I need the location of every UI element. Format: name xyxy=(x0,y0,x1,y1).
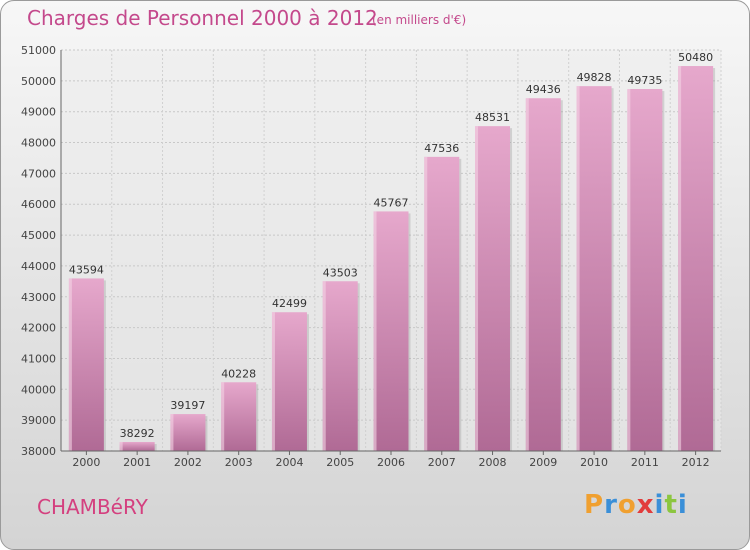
logo-letter: x xyxy=(636,490,655,520)
bar-highlight xyxy=(68,278,72,451)
x-tick-label: 2004 xyxy=(275,456,303,469)
bar xyxy=(271,312,307,451)
x-tick-label: 2011 xyxy=(631,456,659,469)
chart-title: Charges de Personnel 2000 à 2012 xyxy=(27,6,378,30)
x-tick-label: 2008 xyxy=(479,456,507,469)
logo-letter: i xyxy=(677,490,688,520)
bar-highlight xyxy=(271,312,275,451)
bar xyxy=(576,86,612,451)
x-tick-label: 2002 xyxy=(174,456,202,469)
y-tick-label: 39000 xyxy=(21,414,56,427)
logo-letter: P xyxy=(584,490,605,520)
x-tick-label: 2010 xyxy=(580,456,608,469)
x-tick-label: 2003 xyxy=(225,456,253,469)
data-label: 43594 xyxy=(69,263,104,276)
data-label: 49735 xyxy=(627,74,662,87)
x-tick-label: 2007 xyxy=(428,456,456,469)
y-tick-label: 45000 xyxy=(21,229,56,242)
data-label: 39197 xyxy=(170,399,205,412)
data-label: 49436 xyxy=(526,83,561,96)
bar-highlight xyxy=(119,441,123,451)
bar xyxy=(525,98,561,452)
bar-highlight xyxy=(373,211,377,451)
y-tick-label: 50000 xyxy=(21,75,56,88)
x-tick-label: 2000 xyxy=(72,456,100,469)
x-tick-label: 2009 xyxy=(529,456,557,469)
data-label: 38292 xyxy=(120,427,155,440)
x-tick-label: 2012 xyxy=(682,456,710,469)
bar xyxy=(424,156,460,451)
y-tick-label: 43000 xyxy=(21,291,56,304)
bar xyxy=(68,278,104,451)
y-tick-label: 44000 xyxy=(21,260,56,273)
bar-highlight xyxy=(221,382,225,451)
logo-letter: r xyxy=(604,490,618,520)
bar-highlight xyxy=(576,86,580,451)
data-label: 40228 xyxy=(221,367,256,380)
proxiti-logo[interactable]: Proxiti xyxy=(584,490,688,520)
y-tick-label: 46000 xyxy=(21,198,56,211)
y-tick-label: 42000 xyxy=(21,322,56,335)
logo-letter: i xyxy=(654,490,665,520)
bar xyxy=(221,382,257,451)
bar xyxy=(322,281,358,451)
x-tick-label: 2001 xyxy=(123,456,151,469)
logo-letter: o xyxy=(617,490,637,520)
bar-highlight xyxy=(678,66,682,451)
data-label: 47536 xyxy=(424,142,459,155)
y-tick-label: 41000 xyxy=(21,352,56,365)
data-label: 42499 xyxy=(272,297,307,310)
data-label: 50480 xyxy=(678,51,713,64)
y-tick-label: 40000 xyxy=(21,383,56,396)
data-label: 48531 xyxy=(475,111,510,124)
bar-highlight xyxy=(627,89,631,451)
bar-highlight xyxy=(322,281,326,451)
y-tick-label: 51000 xyxy=(21,44,56,57)
logo-letter: t xyxy=(664,490,678,520)
data-label: 49828 xyxy=(577,71,612,84)
bar xyxy=(170,414,206,451)
bar-highlight xyxy=(525,98,529,452)
data-label: 43503 xyxy=(323,266,358,279)
bar-highlight xyxy=(475,126,479,452)
y-tick-label: 38000 xyxy=(21,445,56,458)
bar xyxy=(119,441,155,451)
y-tick-label: 49000 xyxy=(21,106,56,119)
bar xyxy=(678,66,714,451)
x-tick-label: 2006 xyxy=(377,456,405,469)
bar xyxy=(373,211,409,451)
bar xyxy=(475,126,511,452)
y-tick-label: 47000 xyxy=(21,167,56,180)
bar-highlight xyxy=(424,156,428,451)
x-tick-label: 2005 xyxy=(326,456,354,469)
chart-subtitle: (en milliers d'€) xyxy=(372,13,467,27)
y-tick-label: 48000 xyxy=(21,137,56,150)
bar xyxy=(627,89,663,451)
bar-highlight xyxy=(170,414,174,451)
data-label: 45767 xyxy=(374,196,409,209)
city-name: CHAMBéRY xyxy=(37,495,148,519)
